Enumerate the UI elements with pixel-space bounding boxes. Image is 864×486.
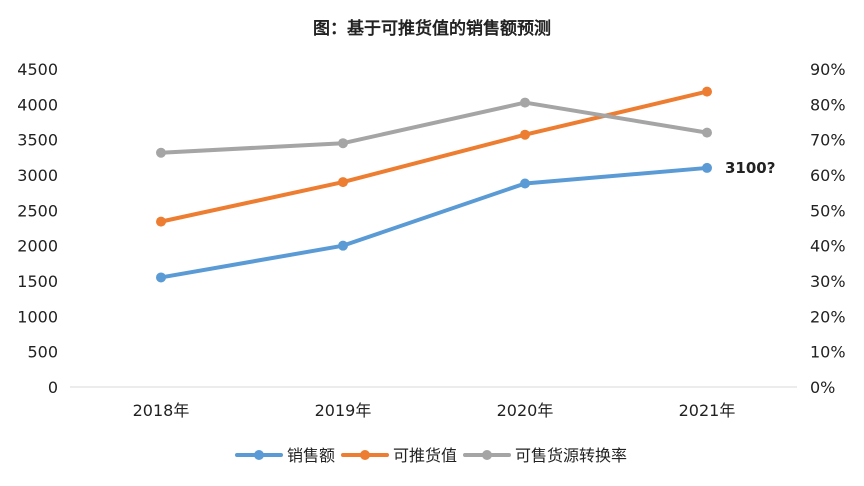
legend-label: 可售货源转换率 bbox=[515, 446, 627, 465]
series-line-2 bbox=[159, 89, 709, 224]
data-point bbox=[338, 240, 348, 251]
series-layer: 3100? bbox=[156, 86, 775, 283]
data-point bbox=[338, 177, 348, 188]
data-point bbox=[702, 86, 712, 97]
legend-label: 销售额 bbox=[287, 446, 335, 465]
legend-swatch-marker bbox=[254, 450, 264, 460]
y-left-tick-label: 0 bbox=[48, 378, 58, 397]
y-left-tick-label: 2500 bbox=[17, 201, 58, 220]
data-point bbox=[520, 178, 530, 189]
data-point bbox=[702, 162, 712, 173]
y-right-tick-label: 50% bbox=[810, 201, 846, 220]
y-right-tick-label: 40% bbox=[810, 237, 846, 256]
y-right-tick-label: 60% bbox=[810, 166, 846, 185]
data-point bbox=[520, 129, 530, 140]
y-right-tick-label: 80% bbox=[810, 95, 846, 114]
legend-swatch-marker bbox=[360, 450, 370, 460]
series-line-3 bbox=[159, 100, 709, 155]
data-point bbox=[338, 138, 348, 149]
axes: 0 500 1000 1500 2000 2500 3000 3500 4000 4500 0% 10… bbox=[17, 60, 845, 420]
y-left-tick-label: 1500 bbox=[17, 272, 58, 291]
data-point bbox=[156, 272, 166, 283]
data-point bbox=[156, 147, 166, 158]
y-right-tick-label: 10% bbox=[810, 343, 846, 362]
data-annotation: 3100? bbox=[725, 159, 775, 177]
x-tick-label: 2021年 bbox=[679, 401, 736, 420]
y-left-tick-label: 500 bbox=[27, 343, 58, 362]
y-right-tick-label: 30% bbox=[810, 272, 846, 291]
y-left-tick-label: 4500 bbox=[17, 60, 58, 79]
y-left-tick-label: 3000 bbox=[17, 166, 58, 185]
x-tick-label: 2019年 bbox=[315, 401, 372, 420]
legend-item: 销售额 bbox=[235, 446, 335, 465]
legend-label: 可推货值 bbox=[393, 446, 457, 465]
y-left-tick-label: 4000 bbox=[17, 95, 58, 114]
y-left-tick-label: 1000 bbox=[17, 307, 58, 326]
series-line-1 bbox=[159, 165, 709, 280]
x-tick-label: 2018年 bbox=[133, 401, 190, 420]
y-right-tick-label: 70% bbox=[810, 131, 846, 150]
y-right-tick-label: 0% bbox=[810, 378, 835, 397]
y-right-tick-label: 90% bbox=[810, 60, 846, 79]
x-tick-label: 2020年 bbox=[497, 401, 554, 420]
data-point bbox=[520, 97, 530, 108]
data-point bbox=[156, 216, 166, 227]
y-left-tick-label: 2000 bbox=[17, 237, 58, 256]
legend-swatch-marker bbox=[482, 450, 492, 460]
y-right-tick-label: 20% bbox=[810, 307, 846, 326]
legend: 销售额 可推货值 可售货源转换率 bbox=[235, 446, 627, 465]
legend-item: 可推货值 bbox=[341, 446, 457, 465]
legend-item: 可售货源转换率 bbox=[463, 446, 627, 465]
y-left-tick-label: 3500 bbox=[17, 131, 58, 150]
chart-title: 图：基于可推货值的销售额预测 bbox=[313, 18, 551, 39]
data-point bbox=[702, 127, 712, 138]
